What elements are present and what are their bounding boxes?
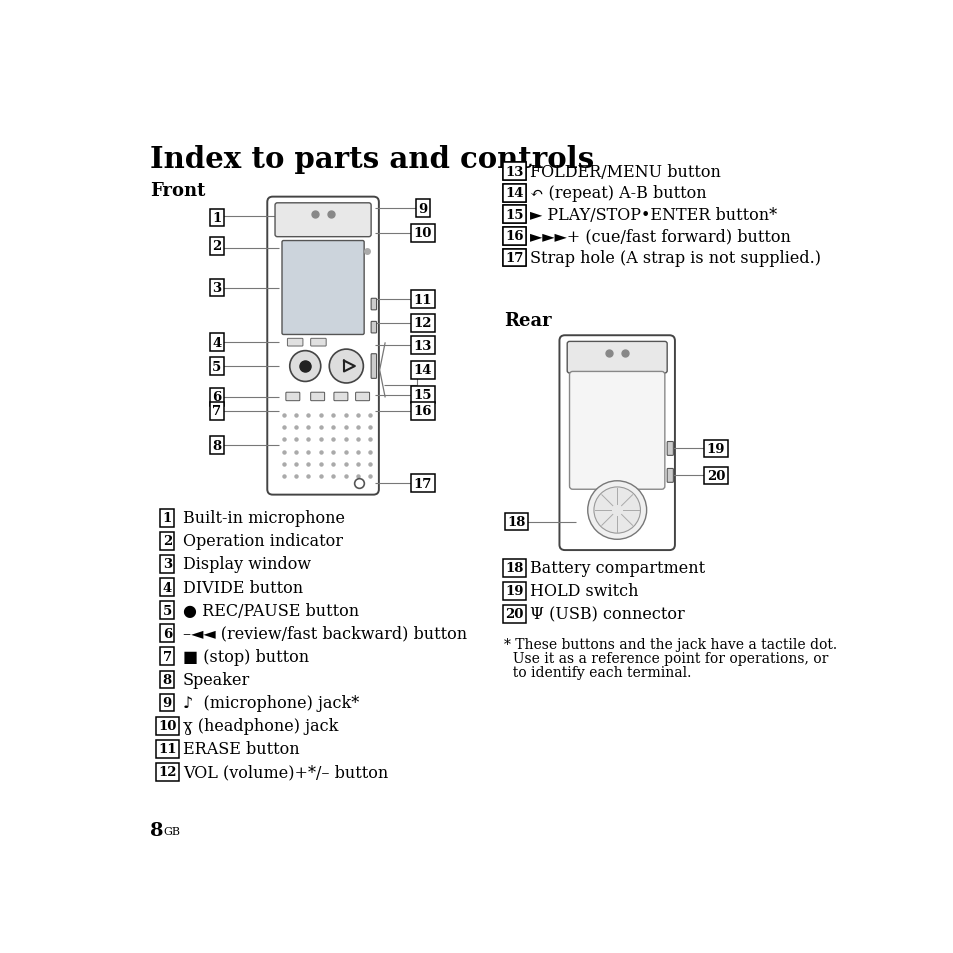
Text: Use it as a reference point for operations, or: Use it as a reference point for operatio… <box>504 651 828 665</box>
Text: ERASE button: ERASE button <box>183 740 299 758</box>
Text: 1: 1 <box>163 512 172 525</box>
Text: 10: 10 <box>158 720 176 732</box>
Text: 13: 13 <box>505 166 523 178</box>
Text: 6: 6 <box>163 627 172 640</box>
FancyBboxPatch shape <box>666 469 673 483</box>
Text: ♪  (microphone) jack*: ♪ (microphone) jack* <box>183 695 358 711</box>
FancyBboxPatch shape <box>282 241 364 335</box>
Text: VOL (volume)+*/– button: VOL (volume)+*/– button <box>183 763 388 781</box>
Text: Operation indicator: Operation indicator <box>183 533 342 550</box>
Text: 7: 7 <box>213 405 221 417</box>
FancyBboxPatch shape <box>567 342 666 374</box>
Text: 28: 28 <box>505 187 523 200</box>
Text: 9: 9 <box>163 697 172 709</box>
Text: 17: 17 <box>414 477 432 490</box>
Text: Built-in microphone: Built-in microphone <box>183 510 344 527</box>
FancyBboxPatch shape <box>311 339 326 347</box>
FancyBboxPatch shape <box>274 204 371 237</box>
Text: 28: 28 <box>505 231 523 243</box>
Text: Front: Front <box>150 182 206 200</box>
Text: 9: 9 <box>418 202 427 215</box>
Text: 14: 14 <box>414 364 432 377</box>
Text: Battery compartment: Battery compartment <box>530 559 704 577</box>
Text: ■ (stop) button: ■ (stop) button <box>183 648 309 665</box>
Text: 6: 6 <box>213 391 221 404</box>
FancyBboxPatch shape <box>311 393 324 401</box>
Text: ↶ (repeat) A-B button: ↶ (repeat) A-B button <box>530 185 706 202</box>
Text: Index to parts and controls: Index to parts and controls <box>150 145 594 173</box>
Text: 12: 12 <box>414 317 432 330</box>
Text: 19: 19 <box>505 585 523 598</box>
Text: –◄◄ (review/fast backward) button: –◄◄ (review/fast backward) button <box>183 625 466 642</box>
Text: ► PLAY/STOP•ENTER button*: ► PLAY/STOP•ENTER button* <box>530 207 777 224</box>
FancyBboxPatch shape <box>558 335 674 551</box>
Text: HOLD switch: HOLD switch <box>530 583 638 599</box>
FancyBboxPatch shape <box>371 322 376 334</box>
Text: ►►►+ (cue/fast forward) button: ►►►+ (cue/fast forward) button <box>530 228 790 245</box>
Text: DIVIDE button: DIVIDE button <box>183 578 303 596</box>
Circle shape <box>594 487 639 534</box>
Text: 4: 4 <box>213 336 221 350</box>
Text: 14: 14 <box>505 187 523 200</box>
Text: to identify each terminal.: to identify each terminal. <box>504 665 691 679</box>
Text: 18: 18 <box>505 561 523 575</box>
Text: 8: 8 <box>213 439 221 453</box>
Text: 20: 20 <box>505 608 523 620</box>
FancyBboxPatch shape <box>334 393 348 401</box>
Text: 28: 28 <box>505 166 523 178</box>
Text: 11: 11 <box>158 742 176 756</box>
Text: 15: 15 <box>414 389 432 401</box>
Text: ● REC/PAUSE button: ● REC/PAUSE button <box>183 602 358 619</box>
Text: Rear: Rear <box>504 312 552 330</box>
Text: 17: 17 <box>505 252 523 265</box>
Text: 2: 2 <box>163 535 172 548</box>
FancyBboxPatch shape <box>287 339 303 347</box>
Text: Ψ (USB) connector: Ψ (USB) connector <box>530 606 684 623</box>
Text: 12: 12 <box>158 765 176 779</box>
Circle shape <box>587 481 646 539</box>
Text: GB: GB <box>163 826 180 836</box>
Text: * These buttons and the jack have a tactile dot.: * These buttons and the jack have a tact… <box>504 638 837 652</box>
Text: Display window: Display window <box>183 556 311 573</box>
Text: 20: 20 <box>706 470 724 482</box>
FancyBboxPatch shape <box>286 393 299 401</box>
Text: 8: 8 <box>150 821 164 839</box>
FancyBboxPatch shape <box>569 372 664 490</box>
Text: 1: 1 <box>213 212 221 225</box>
Text: 2: 2 <box>213 240 221 253</box>
FancyBboxPatch shape <box>355 393 369 401</box>
Text: 13: 13 <box>414 339 432 353</box>
FancyBboxPatch shape <box>666 442 673 456</box>
FancyBboxPatch shape <box>371 299 376 311</box>
Text: 4: 4 <box>163 581 172 594</box>
Text: Speaker: Speaker <box>183 671 250 688</box>
Text: 3: 3 <box>213 282 221 294</box>
Text: ɣ (headphone) jack: ɣ (headphone) jack <box>183 718 337 735</box>
Text: 19: 19 <box>706 442 724 456</box>
Text: 11: 11 <box>414 294 432 306</box>
Text: Strap hole (A strap is not supplied.): Strap hole (A strap is not supplied.) <box>530 250 821 267</box>
Text: 3: 3 <box>163 558 172 571</box>
Text: 15: 15 <box>505 209 523 222</box>
Circle shape <box>329 350 363 383</box>
Text: 28: 28 <box>505 252 523 265</box>
Text: 5: 5 <box>213 360 221 374</box>
Text: 16: 16 <box>505 231 523 243</box>
Text: 5: 5 <box>163 604 172 617</box>
Text: FOLDER/MENU button: FOLDER/MENU button <box>530 164 720 180</box>
Text: 7: 7 <box>163 650 172 663</box>
Text: 8: 8 <box>163 673 172 686</box>
Circle shape <box>290 352 320 382</box>
Text: 18: 18 <box>507 516 525 529</box>
FancyBboxPatch shape <box>267 197 378 496</box>
Text: 10: 10 <box>414 227 432 240</box>
Text: 16: 16 <box>414 405 432 417</box>
FancyBboxPatch shape <box>371 355 376 379</box>
Text: 28: 28 <box>505 209 523 222</box>
